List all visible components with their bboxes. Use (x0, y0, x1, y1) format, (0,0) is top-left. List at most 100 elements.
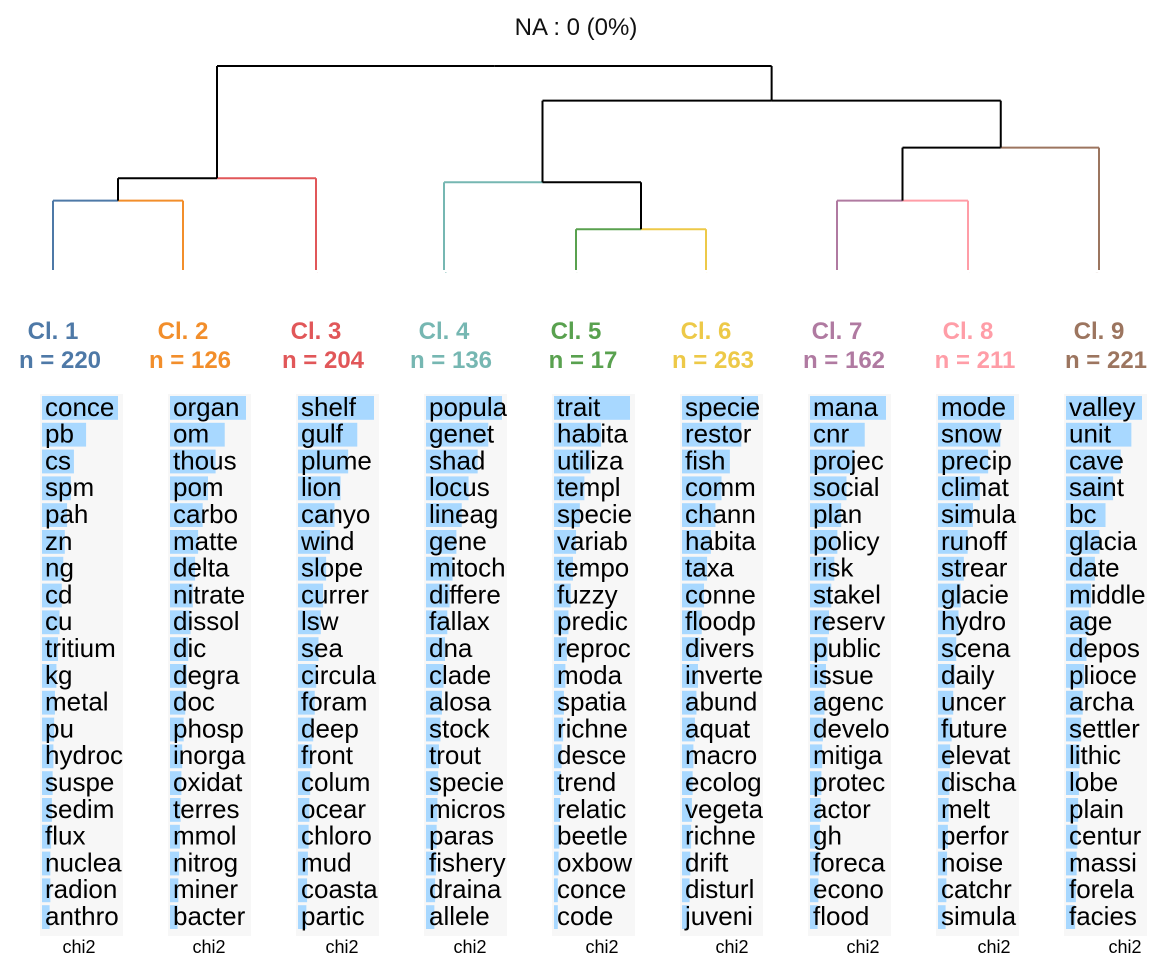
term-label: popula (429, 392, 508, 422)
term-bar (170, 717, 184, 742)
term-bar (426, 637, 445, 661)
term-bar (1066, 530, 1100, 554)
term-label: bc (1069, 499, 1096, 529)
term-label: age (1069, 606, 1112, 636)
term-label: wind (300, 526, 354, 556)
term-bar (42, 476, 71, 501)
term-panel: modesnowprecipclimatsimularunoffstreargl… (936, 394, 1019, 936)
term-label: specie (557, 499, 632, 529)
term-label: trend (557, 767, 616, 797)
term-bar (810, 396, 886, 420)
term-bar (810, 798, 821, 822)
cluster-label: Cl. 2 (158, 318, 209, 345)
term-bar (426, 905, 435, 929)
term-label: gulf (301, 419, 344, 449)
term-label: phosp (173, 713, 244, 743)
term-label: climat (941, 472, 1010, 502)
term-bar (682, 878, 690, 903)
term-bar (938, 449, 989, 474)
term-bar (170, 637, 189, 661)
term-label: deep (301, 713, 359, 743)
term-label: cave (1069, 445, 1124, 475)
term-bar (170, 771, 182, 795)
term-label: front (301, 740, 354, 770)
term-label: cs (45, 445, 71, 475)
cluster-panel: Cl. 1n = 220 concepbcsspmpahznngcdcutriti… (19, 318, 123, 957)
term-bar (810, 664, 826, 688)
term-bar (554, 396, 630, 420)
cluster-count: n = 221 (1065, 347, 1147, 374)
term-bar (810, 744, 823, 769)
term-label: anthro (45, 901, 119, 931)
term-label: depos (1069, 633, 1140, 663)
term-label: projec (813, 445, 884, 475)
term-bar (810, 530, 838, 554)
term-bar (810, 717, 823, 742)
term-label: abund (685, 687, 757, 717)
term-bar (426, 476, 469, 501)
term-bar (810, 503, 842, 527)
cluster-panel: Cl. 6n = 263 specierestorfishcommchannhab… (672, 318, 763, 957)
term-bar (298, 583, 324, 608)
term-label: lineag (429, 499, 498, 529)
term-label: fishery (429, 847, 506, 877)
term-bar (554, 556, 573, 581)
term-label: pb (45, 419, 74, 449)
term-label: terres (173, 794, 239, 824)
measure-label: chi2 (585, 937, 618, 957)
term-panel: specierestorfishcommchannhabitataxaconne… (680, 394, 763, 936)
term-bar (810, 905, 818, 929)
term-bar (810, 556, 835, 581)
term-panel: populagenetshadlocuslineaggenemitochdiff… (424, 392, 508, 936)
term-bar (682, 851, 691, 876)
measure-label: chi2 (1108, 937, 1141, 957)
term-bar (938, 556, 964, 581)
measure-label: chi2 (715, 937, 748, 957)
term-label: dissol (173, 606, 239, 636)
term-bar (938, 637, 957, 661)
term-label: aquat (685, 713, 751, 743)
term-bar (554, 476, 585, 501)
term-bar (810, 610, 829, 635)
term-label: colum (301, 767, 370, 797)
term-label: suspe (45, 767, 114, 797)
measure-label: chi2 (325, 937, 358, 957)
cluster-panel: Cl. 3n = 204shelfgulfplumelioncanyowinds… (282, 318, 379, 957)
term-bar (170, 851, 180, 876)
term-label: develo (813, 713, 890, 743)
term-bar (42, 610, 60, 635)
term-bar (298, 503, 335, 527)
term-label: sedim (45, 794, 114, 824)
term-label: drift (685, 847, 729, 877)
term-label: massi (1069, 847, 1137, 877)
term-label: micros (429, 794, 506, 824)
term-bar (810, 583, 832, 608)
term-bar (426, 396, 502, 420)
term-label: divers (685, 633, 754, 663)
term-bar (426, 744, 439, 769)
term-bar (42, 503, 68, 527)
cluster-count: n = 17 (549, 347, 618, 374)
term-label: glacia (1069, 526, 1137, 556)
term-label: circula (301, 660, 377, 690)
term-label: discha (941, 767, 1017, 797)
cluster-label: Cl. 4 (419, 318, 470, 345)
term-label: lsw (301, 606, 339, 636)
term-bar (554, 878, 558, 903)
term-label: relatic (557, 794, 626, 824)
measure-label: chi2 (977, 937, 1010, 957)
term-label: ocear (301, 794, 366, 824)
term-label: currer (301, 579, 369, 609)
cluster-panel: Cl. 5n = 17 traithabitautilizatemplspecie… (549, 318, 635, 957)
term-label: forela (1069, 874, 1135, 904)
term-label: daily (941, 660, 994, 690)
cluster-label: Cl. 6 (681, 318, 732, 345)
term-bar (938, 798, 949, 822)
cluster-panel: Cl. 8n = 211modesnowprecipclimatsimularu… (935, 318, 1019, 957)
term-label: specie (429, 767, 504, 797)
term-bar (810, 449, 855, 474)
term-bar (170, 476, 208, 501)
term-label: protec (813, 767, 885, 797)
term-bar (1066, 771, 1079, 795)
term-bar (554, 717, 564, 742)
